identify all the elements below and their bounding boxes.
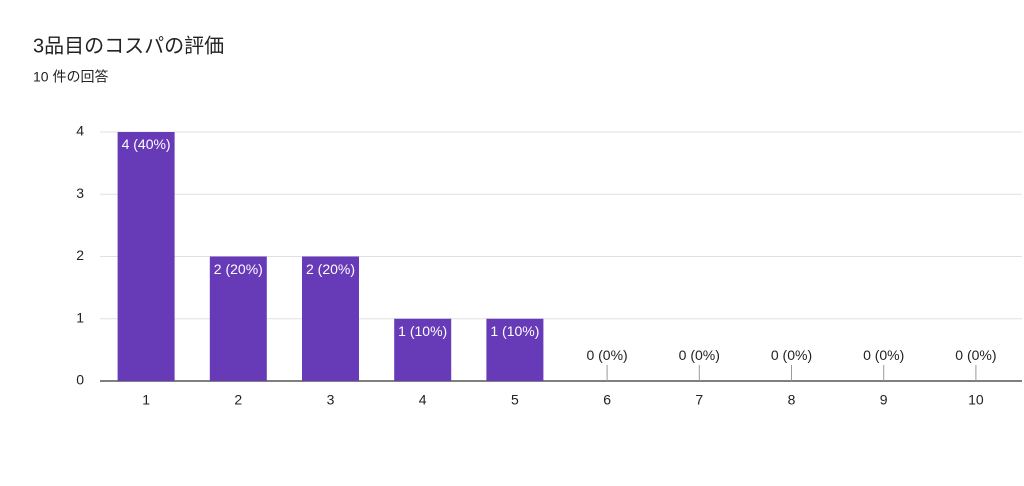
x-tick-label: 3 [327,392,335,408]
value-label: 2 (20%) [305,260,356,277]
x-tick-label: 4 [419,392,427,408]
x-tick-label: 8 [788,392,796,408]
bar [394,318,452,381]
bar [486,318,544,381]
value-label: 4 (40%) [121,136,171,152]
x-tick-label: 9 [880,392,888,408]
value-label: 1 (10%) [398,322,448,339]
x-tick-label: 6 [603,392,611,408]
x-tick-label: 7 [695,392,703,408]
value-label: 0 (0%) [770,347,813,363]
value-label: 0 (0%) [863,347,905,363]
y-tick-label: 3 [76,185,84,201]
chart-subtitle: 10 件の回答 [33,69,108,85]
value-label: 1 (10%) [490,322,540,339]
value-label: 2 (20%) [213,260,263,277]
x-tick-label: 10 [968,392,984,408]
bar [302,256,359,381]
y-tick-label: 0 [76,372,84,388]
x-tick-label: 5 [511,392,519,408]
value-label: 0 (0%) [955,347,997,363]
value-label: 0 (0%) [586,347,628,363]
x-tick-label: 1 [142,392,150,408]
y-tick-label: 1 [76,309,84,325]
chart-title: 3品目のコスパの評価 [33,34,224,57]
y-tick-label: 4 [76,123,84,139]
x-tick-label: 2 [234,392,242,408]
bar [209,256,267,381]
value-label: 0 (0%) [678,347,720,363]
y-tick-label: 2 [76,247,84,263]
bar [117,132,175,381]
